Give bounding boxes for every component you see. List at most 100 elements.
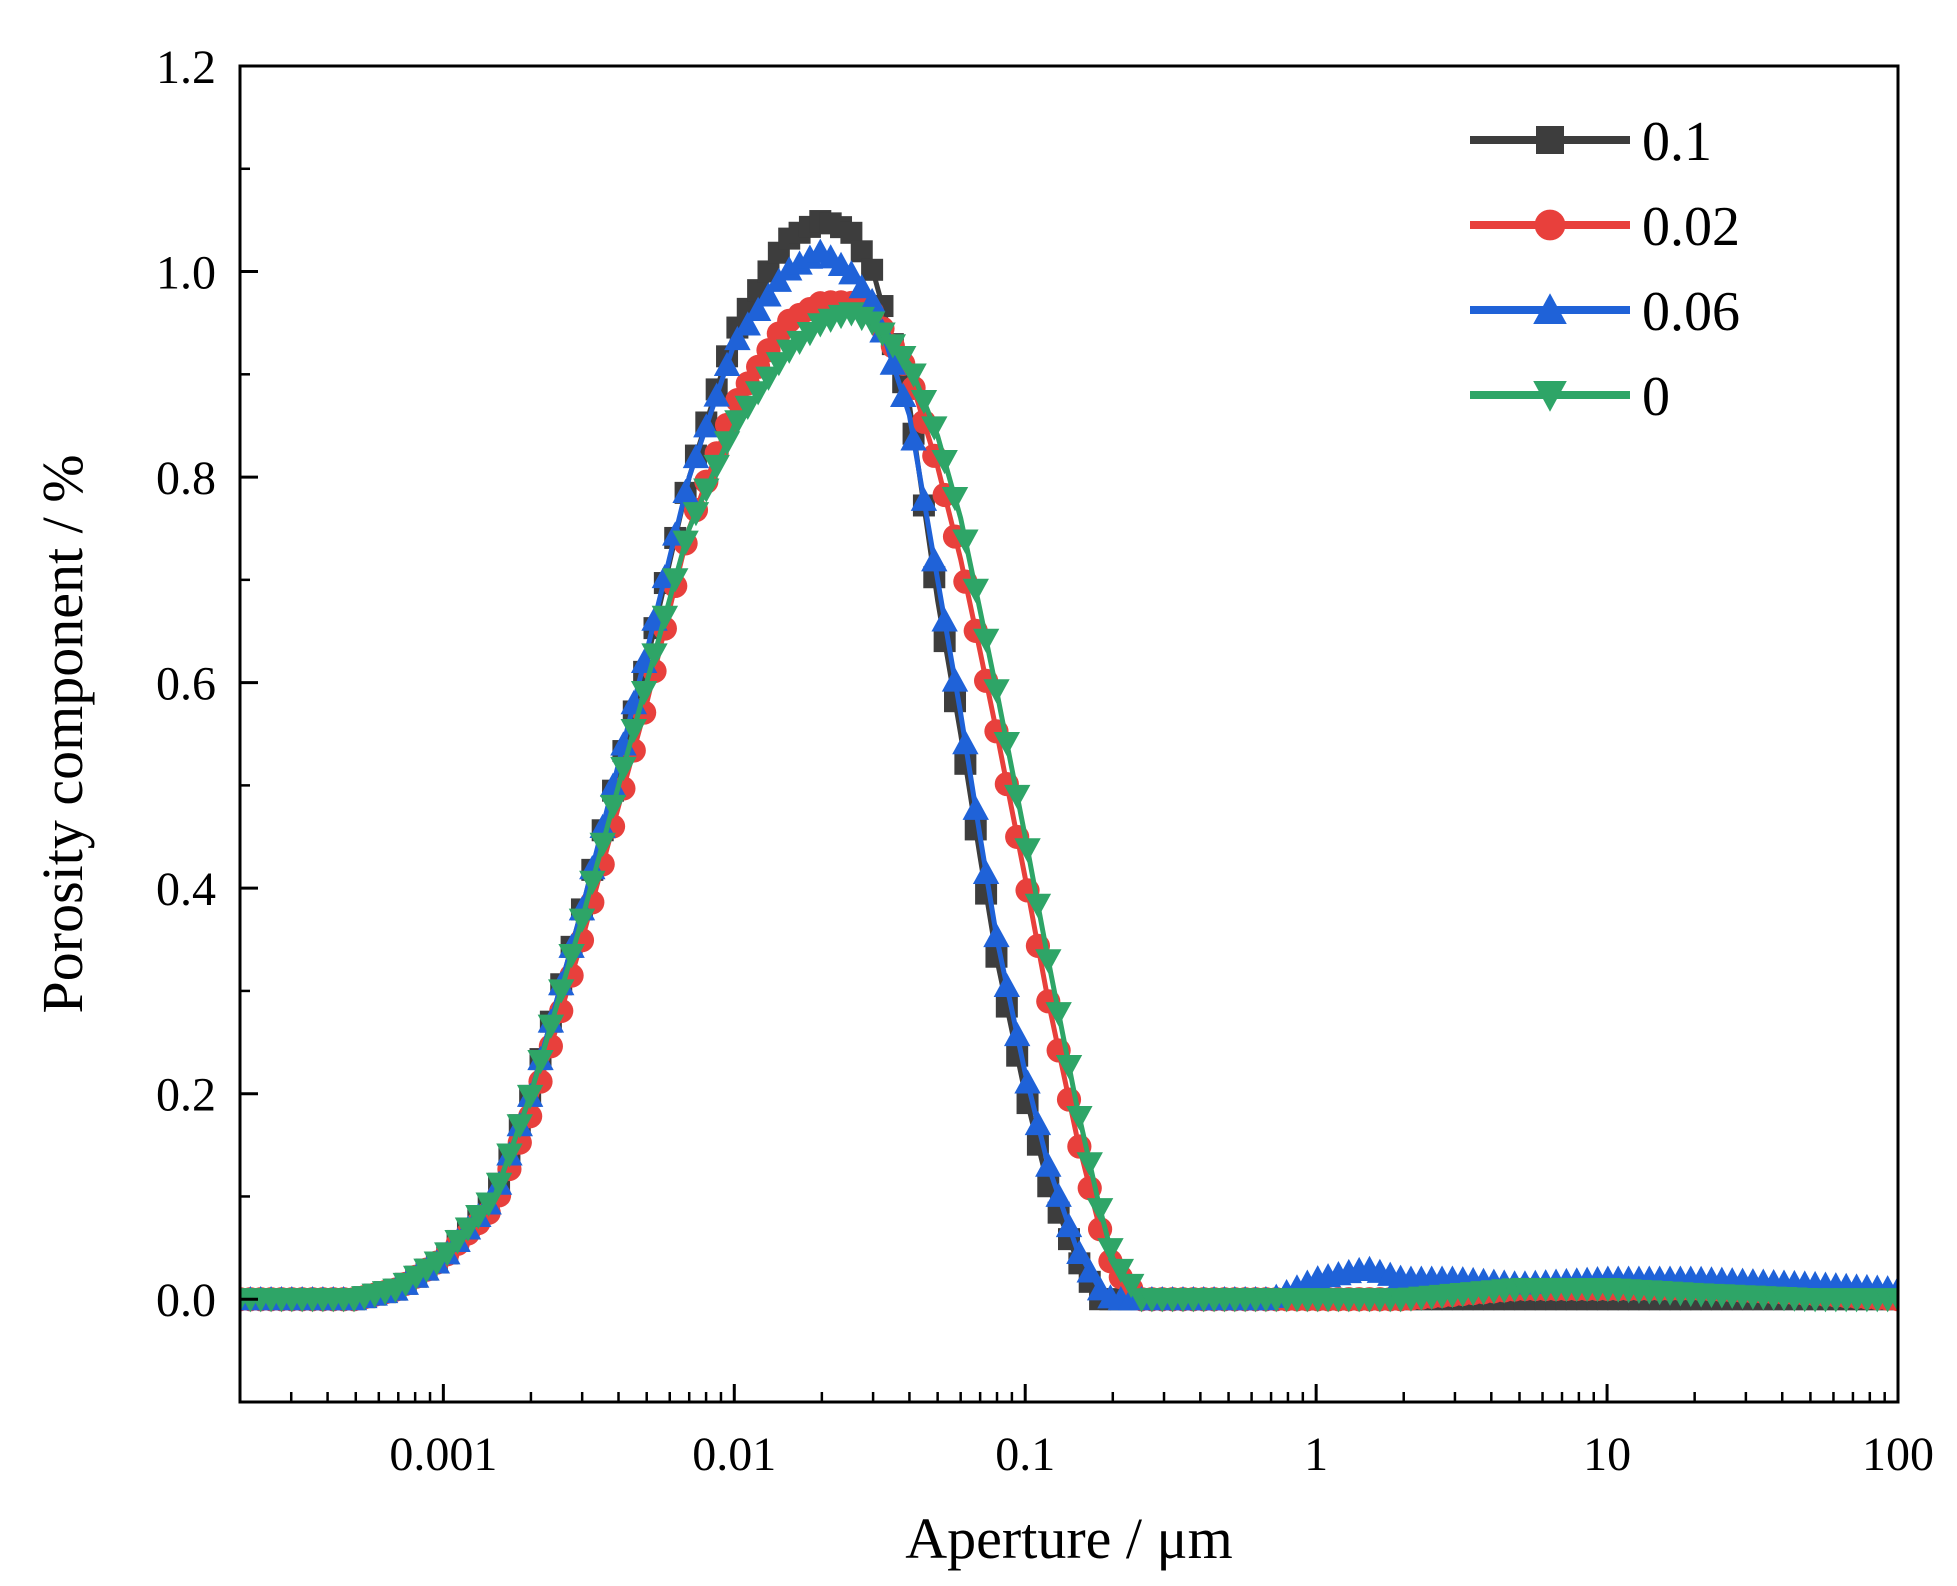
data-point	[765, 352, 793, 377]
x-tick-label: 0.1	[995, 1428, 1055, 1481]
x-tick-label: 0.001	[389, 1428, 497, 1481]
data-point	[941, 486, 969, 512]
data-point	[465, 1205, 492, 1230]
data-point	[1884, 1288, 1898, 1313]
data-point	[755, 366, 782, 391]
legend-marker	[1533, 293, 1567, 324]
data-point	[558, 943, 585, 969]
data-point	[993, 731, 1021, 757]
data-point	[890, 382, 917, 408]
y-tick-label: 0.4	[156, 863, 216, 916]
plot-frame	[238, 64, 1900, 1404]
data-point	[972, 859, 1000, 885]
data-point	[840, 221, 863, 244]
x-tick-label: 10	[1583, 1428, 1631, 1481]
data-point	[641, 643, 668, 668]
data-point	[850, 240, 873, 263]
data-point	[568, 908, 596, 933]
data-point	[910, 486, 938, 511]
legend-item: 0.06	[1470, 281, 1740, 343]
data-point	[589, 832, 616, 858]
data-point	[475, 1192, 502, 1217]
series-0	[240, 302, 1898, 1313]
data-point	[1107, 1258, 1135, 1284]
data-point	[713, 351, 741, 376]
data-point	[1014, 1069, 1041, 1094]
y-tick-label: 0.6	[156, 658, 216, 711]
data-point	[931, 450, 958, 475]
data-point	[900, 363, 927, 388]
y-tick-label: 0.0	[156, 1274, 216, 1327]
data-point	[630, 681, 658, 706]
data-point	[1066, 1239, 1093, 1265]
y-axis-title: Porosity component / %	[30, 454, 95, 1013]
data-point	[485, 1172, 513, 1197]
data-point	[693, 478, 720, 503]
y-tick-label: 0.8	[156, 452, 216, 505]
x-axis-title: Aperture / μm	[905, 1506, 1232, 1571]
data-point	[972, 628, 1000, 653]
data-point	[454, 1217, 482, 1242]
data-point	[890, 345, 917, 371]
data-point	[537, 1014, 565, 1039]
data-point	[724, 325, 751, 351]
data-point	[1076, 1258, 1103, 1283]
data-point	[1086, 1198, 1114, 1223]
data-point	[672, 478, 699, 503]
series-layer	[240, 210, 1898, 1313]
data-point	[713, 431, 741, 456]
y-tick-label: 1.0	[156, 247, 216, 300]
data-point	[651, 605, 679, 630]
data-point	[682, 443, 710, 469]
data-point	[734, 395, 761, 420]
legend-marker	[1534, 209, 1566, 241]
data-point	[496, 1143, 523, 1168]
data-point	[983, 679, 1010, 704]
data-point	[599, 794, 627, 820]
data-point	[952, 529, 979, 554]
data-point	[993, 972, 1021, 998]
data-point	[506, 1114, 533, 1139]
data-point	[962, 795, 989, 820]
data-point	[755, 282, 782, 307]
data-point	[910, 389, 938, 415]
data-point	[1055, 1054, 1083, 1080]
data-point	[879, 350, 907, 375]
data-point	[900, 426, 927, 451]
legend-marker	[1536, 126, 1564, 154]
data-point	[1024, 1110, 1052, 1136]
data-point	[589, 813, 616, 838]
legend: 0.1 0.02 0.06 0	[1470, 111, 1740, 428]
data-point	[434, 1242, 461, 1267]
legend-label: 0.1	[1642, 111, 1712, 173]
data-point	[1055, 1212, 1083, 1238]
data-point	[1045, 1182, 1072, 1207]
legend-item: 0.1	[1470, 111, 1712, 173]
data-point	[703, 454, 730, 480]
data-point	[1117, 1273, 1145, 1299]
data-point	[579, 870, 606, 895]
x-tick-label: 100	[1862, 1428, 1934, 1481]
data-point	[548, 979, 575, 1004]
data-point	[962, 578, 989, 603]
data-point	[527, 1050, 554, 1075]
y-tick-label: 0.2	[156, 1069, 216, 1122]
data-point	[1035, 949, 1062, 974]
data-point	[838, 260, 865, 285]
data-point	[848, 273, 875, 299]
data-point	[744, 296, 772, 321]
x-tick-label: 1	[1304, 1428, 1328, 1481]
data-point	[921, 547, 948, 572]
data-point	[1076, 1152, 1103, 1177]
y-tick-label: 1.2	[156, 41, 216, 94]
data-point	[1024, 893, 1052, 918]
data-point	[693, 413, 720, 438]
data-point	[1066, 1106, 1093, 1131]
data-point	[444, 1229, 471, 1255]
series-0.02	[240, 290, 1898, 1312]
data-point	[1014, 838, 1041, 863]
data-point	[931, 607, 958, 632]
data-point	[1045, 1002, 1072, 1027]
data-point	[952, 730, 979, 755]
legend-label: 0.02	[1642, 196, 1740, 258]
